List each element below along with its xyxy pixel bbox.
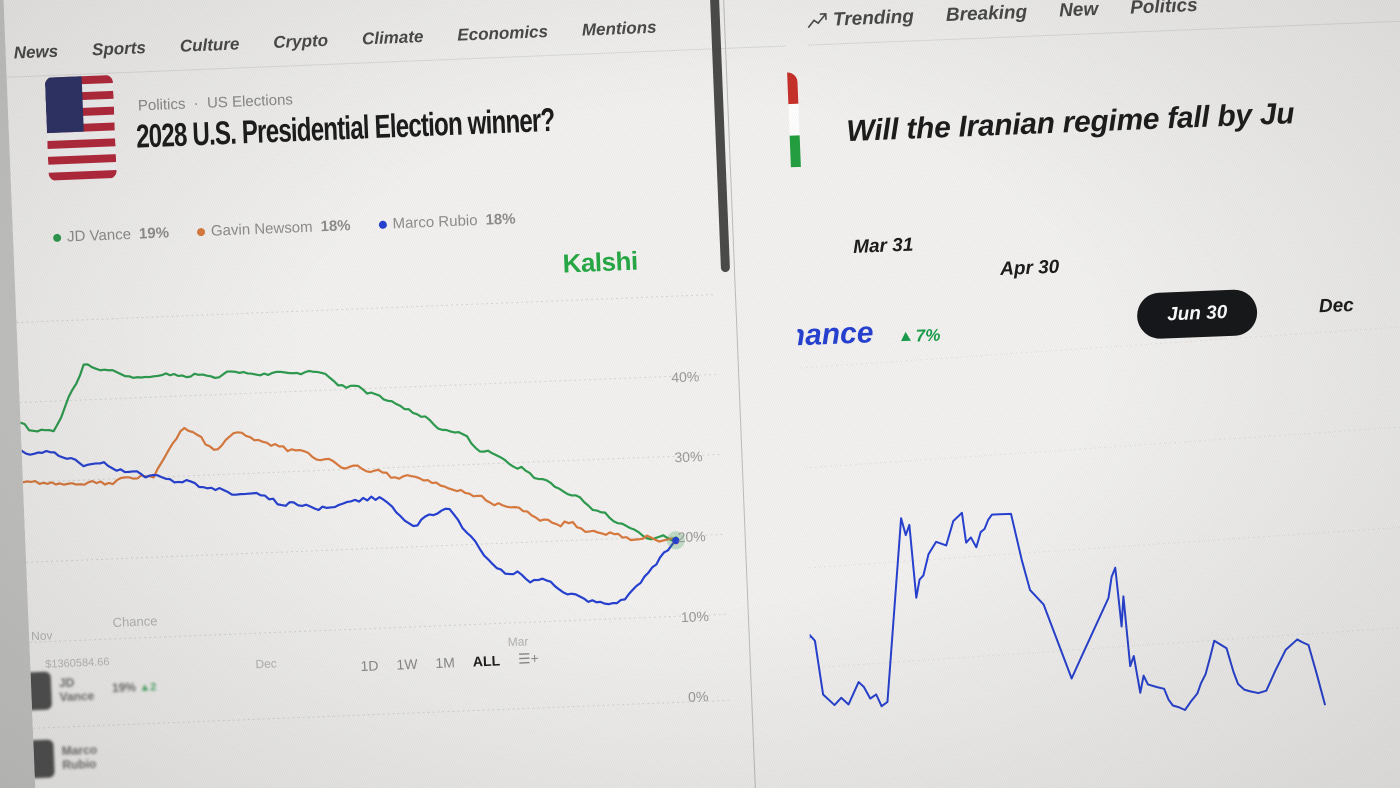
svg-text:Dec: Dec bbox=[255, 656, 277, 671]
svg-text:0%: 0% bbox=[688, 688, 709, 705]
svg-text:40%: 40% bbox=[671, 368, 700, 385]
svg-text:30%: 30% bbox=[674, 448, 703, 465]
svg-text:Mar: Mar bbox=[507, 634, 528, 649]
svg-text:10%: 10% bbox=[681, 608, 710, 625]
svg-text:Nov: Nov bbox=[31, 628, 53, 643]
svg-text:20%: 20% bbox=[677, 528, 706, 545]
